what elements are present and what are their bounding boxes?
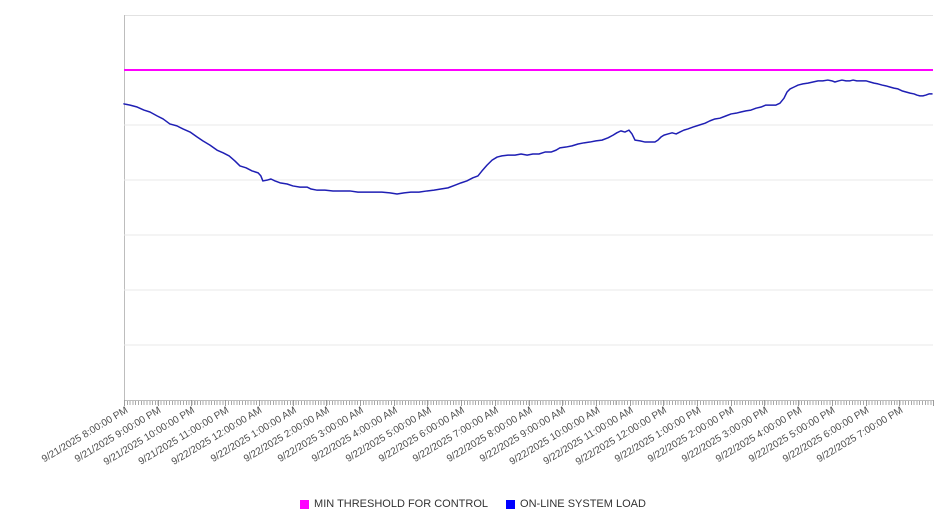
x-axis-tick-label: 9/22/2025 10:00:00 AM (507, 405, 602, 468)
x-axis-tick-label: 9/22/2025 12:00:00 PM (574, 405, 670, 468)
x-axis-hour-tick (528, 400, 530, 406)
x-axis-tick-label: 9/22/2025 4:00:00 AM (309, 405, 400, 465)
x-axis-tick-label: 9/21/2025 11:00:00 PM (136, 405, 231, 468)
x-axis-tick-label: 9/22/2025 8:00:00 AM (444, 405, 535, 465)
x-axis-hour-tick (393, 400, 395, 406)
x-axis-hour-tick (595, 400, 597, 406)
load-chart-svg (124, 15, 933, 400)
x-axis-hour-tick (798, 400, 800, 406)
x-axis-hour-tick (292, 400, 294, 406)
x-axis-hour-tick (899, 400, 901, 406)
x-axis-hour-tick (494, 400, 496, 406)
x-axis-tick-label: 9/21/2025 9:00:00 PM (73, 405, 164, 466)
x-axis-tick-label: 9/22/2025 3:00:00 PM (680, 405, 771, 466)
x-axis-hour-tick (831, 400, 833, 406)
plot-top-border (124, 15, 933, 16)
x-axis-tick-label: 9/22/2025 2:00:00 PM (646, 405, 737, 466)
chart-legend: MIN THRESHOLD FOR CONTROL ON-LINE SYSTEM… (0, 498, 946, 510)
x-axis-tick-label: 9/22/2025 6:00:00 AM (377, 405, 467, 465)
x-axis-tick-label: 9/22/2025 2:00:00 AM (242, 405, 332, 465)
x-axis-tick-label: 9/22/2025 3:00:00 AM (276, 405, 366, 465)
x-axis-tick-label: 9/22/2025 12:00:00 AM (170, 405, 265, 468)
x-axis-tick-label: 9/22/2025 1:00:00 AM (208, 405, 299, 465)
x-axis-hour-tick (359, 400, 361, 406)
x-axis-hour-tick (461, 400, 463, 406)
x-axis-hour-tick (764, 400, 766, 406)
x-axis-hour-tick (933, 400, 934, 406)
x-axis-hour-tick (663, 400, 665, 406)
x-axis-hour-tick (697, 400, 699, 406)
y-axis-line (124, 15, 125, 401)
x-axis-hour-tick (562, 400, 564, 406)
x-axis-tick-label: 9/22/2025 6:00:00 PM (781, 405, 872, 466)
x-axis-tick-label: 9/21/2025 10:00:00 PM (102, 405, 198, 468)
x-axis-hour-tick (730, 400, 732, 406)
legend-item-system-load: ON-LINE SYSTEM LOAD (506, 498, 646, 510)
x-axis-hour-tick (157, 400, 159, 406)
x-axis-hour-tick (427, 400, 429, 406)
x-axis-tick-label: 9/22/2025 5:00:00 AM (343, 405, 434, 465)
x-axis-hour-tick (865, 400, 867, 406)
x-axis-hour-tick (225, 400, 227, 406)
system-load-swatch (506, 499, 516, 509)
x-axis-tick-label: 9/22/2025 7:00:00 PM (814, 405, 905, 466)
x-axis-hour-tick (258, 400, 260, 406)
x-axis-hour-tick (629, 400, 631, 406)
legend-label-min-threshold: MIN THRESHOLD FOR CONTROL (314, 498, 489, 510)
x-axis-tick-label: 9/22/2025 5:00:00 PM (747, 405, 838, 466)
min-threshold-swatch (300, 499, 310, 509)
x-axis-tick-label: 9/22/2025 11:00:00 AM (541, 405, 636, 468)
x-axis-tick-labels: 9/21/2025 8:00:00 PM 9/21/2025 9:00:00 PM… (0, 405, 946, 497)
online-system-load-line (124, 80, 932, 194)
x-axis-tick-label: 9/22/2025 4:00:00 PM (713, 405, 804, 466)
x-axis-hour-tick (124, 400, 125, 406)
x-axis-tick-label: 9/21/2025 8:00:00 PM (39, 405, 130, 466)
x-axis-tick-label: 9/22/2025 7:00:00 AM (410, 405, 501, 465)
x-axis-tick-label: 9/22/2025 1:00:00 PM (612, 405, 703, 466)
x-axis-hour-tick (326, 400, 328, 406)
x-axis-tick-label: 9/22/2025 9:00:00 AM (478, 405, 568, 465)
legend-item-min-threshold: MIN THRESHOLD FOR CONTROL (300, 498, 488, 510)
legend-label-system-load: ON-LINE SYSTEM LOAD (520, 498, 646, 510)
x-axis-hour-tick (191, 400, 193, 406)
